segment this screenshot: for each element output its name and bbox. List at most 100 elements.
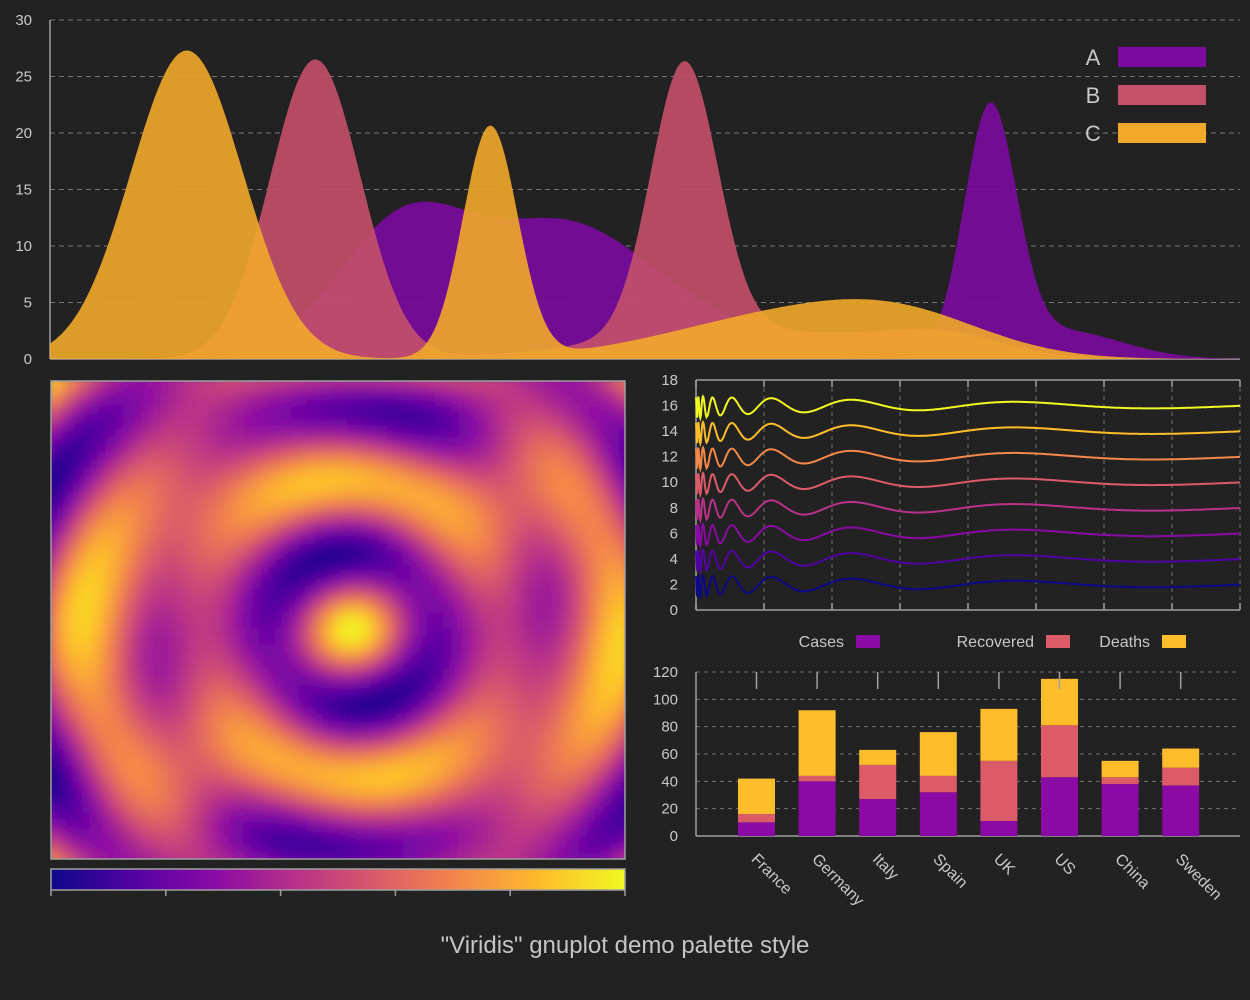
heat-cell <box>427 549 436 558</box>
heat-cell <box>195 541 204 550</box>
heat-cell <box>579 517 588 526</box>
heat-cell <box>459 781 468 790</box>
heat-cell <box>203 629 212 638</box>
heat-cell <box>571 613 580 622</box>
heat-cell <box>179 509 188 518</box>
heat-cell <box>155 541 164 550</box>
heat-cell <box>67 757 76 766</box>
heat-cell <box>315 541 324 550</box>
heat-cell <box>163 805 172 814</box>
heat-cell <box>323 829 332 838</box>
y-tick-label: 10 <box>15 238 32 255</box>
heat-cell <box>91 389 100 398</box>
heat-cell <box>323 757 332 766</box>
heat-cell <box>59 461 68 470</box>
heat-cell <box>619 597 625 606</box>
heat-cell <box>115 613 124 622</box>
heat-cell <box>235 717 244 726</box>
heat-cell <box>67 773 76 782</box>
heat-cell <box>291 493 300 502</box>
heat-cell <box>627 501 636 510</box>
heat-cell <box>299 797 308 806</box>
heat-cell <box>171 477 180 486</box>
heat-cell <box>475 397 484 406</box>
heat-cell <box>51 453 60 462</box>
heat-cell <box>147 773 156 782</box>
heat-cell <box>291 405 300 414</box>
heat-cell <box>251 517 260 526</box>
heat-cell <box>507 437 516 446</box>
heat-cell <box>131 837 140 846</box>
heat-cell <box>307 829 316 838</box>
heat-cell <box>595 589 604 598</box>
heat-cell <box>363 661 372 670</box>
heat-cell <box>323 629 332 638</box>
heat-cell <box>211 805 220 814</box>
heat-cell <box>91 789 100 798</box>
heat-cell <box>435 469 444 478</box>
heat-cell <box>323 741 332 750</box>
heat-cell <box>483 853 492 859</box>
heat-cell <box>171 669 180 678</box>
heat-cell <box>387 389 396 398</box>
heat-cell <box>475 477 484 486</box>
heat-cell <box>275 781 284 790</box>
heat-cell <box>555 765 564 774</box>
heat-cell <box>411 717 420 726</box>
heat-cell <box>363 589 372 598</box>
heat-cell <box>115 829 124 838</box>
heat-cell <box>203 821 212 830</box>
heat-cell <box>91 397 100 406</box>
heat-cell <box>499 741 508 750</box>
heat-cell <box>555 845 564 854</box>
heat-cell <box>147 733 156 742</box>
heat-cell <box>347 541 356 550</box>
heat-cell <box>491 821 500 830</box>
heat-cell <box>323 669 332 678</box>
heat-cell <box>147 805 156 814</box>
heat-cell <box>139 805 148 814</box>
heat-cell <box>603 797 612 806</box>
heat-cell <box>387 445 396 454</box>
heat-cell <box>403 669 412 678</box>
heat-cell <box>179 413 188 422</box>
heat-cell <box>107 837 116 846</box>
bar-deaths-china <box>1101 760 1139 778</box>
heat-cell <box>459 493 468 502</box>
heat-cell <box>379 501 388 510</box>
heat-cell <box>259 429 268 438</box>
heat-cell <box>299 493 308 502</box>
heat-cell <box>595 685 604 694</box>
heat-cell <box>539 709 548 718</box>
heat-cell <box>379 773 388 782</box>
heat-cell <box>195 757 204 766</box>
heat-cell <box>155 829 164 838</box>
heat-cell <box>163 381 172 390</box>
heat-cell <box>603 517 612 526</box>
heat-cell <box>563 437 572 446</box>
heat-cell <box>171 453 180 462</box>
heat-cell <box>371 613 380 622</box>
heat-cell <box>587 445 596 454</box>
heat-cell <box>291 389 300 398</box>
heat-cell <box>267 421 276 430</box>
heat-cell <box>147 637 156 646</box>
heat-cell <box>595 581 604 590</box>
heat-cell <box>619 525 625 534</box>
heat-cell <box>171 605 180 614</box>
heat-cell <box>355 541 364 550</box>
heat-cell <box>627 549 636 558</box>
heat-cell <box>403 645 412 654</box>
heat-cell <box>555 557 564 566</box>
heat-cell <box>483 453 492 462</box>
legend-label-deaths: Deaths <box>1099 634 1150 651</box>
heat-cell <box>419 821 428 830</box>
heat-cell <box>219 725 228 734</box>
heat-cell <box>259 701 268 710</box>
heat-cell <box>67 645 76 654</box>
heat-cell <box>491 669 500 678</box>
heat-cell <box>139 453 148 462</box>
heat-cell <box>363 725 372 734</box>
heat-cell <box>211 717 220 726</box>
heat-cell <box>211 517 220 526</box>
